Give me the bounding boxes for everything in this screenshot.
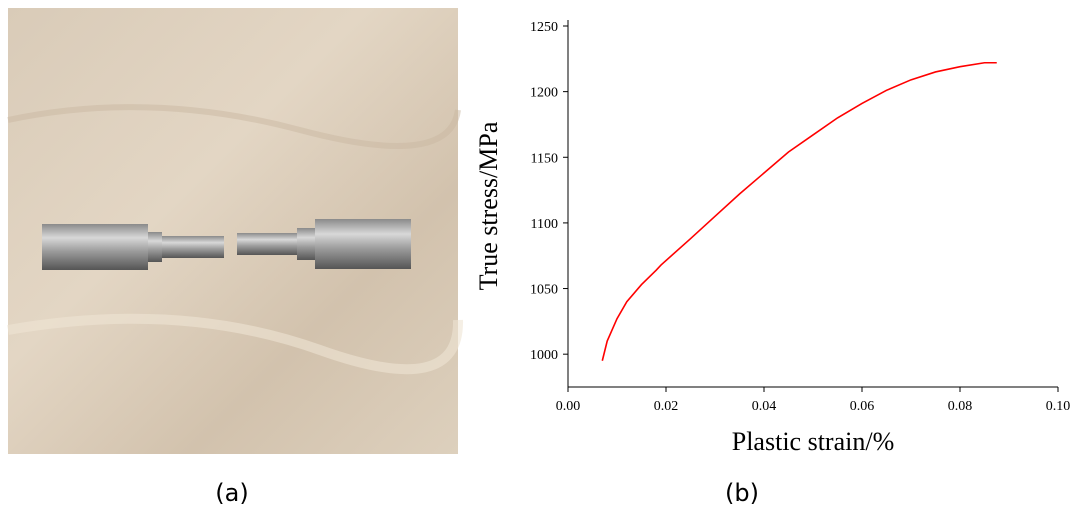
data-line	[601, 61, 997, 361]
x-tick-label: 0.04	[752, 399, 777, 414]
y-tick-label: 1100	[531, 217, 558, 232]
x-tick-label: 0.06	[850, 399, 875, 414]
x-axis-label: Plastic strain/%	[732, 427, 894, 456]
caption: (a)	[215, 479, 248, 507]
x-tick-label: 0.02	[654, 399, 679, 414]
y-tick-label: 1000	[530, 348, 558, 363]
y-axis-label: True stress/MPa	[474, 121, 503, 290]
x-tick-label: 0.10	[1046, 399, 1071, 414]
y-tick-label: 1150	[531, 151, 558, 166]
x-tick-label: 0.08	[948, 399, 973, 414]
y-tick-label: 1050	[530, 283, 558, 298]
x-tick-label: 0.00	[556, 399, 581, 414]
y-tick-label: 1250	[530, 20, 558, 35]
y-tick-label: 1200	[530, 86, 558, 101]
photo	[7, 8, 464, 454]
caption: (b)	[725, 479, 759, 507]
